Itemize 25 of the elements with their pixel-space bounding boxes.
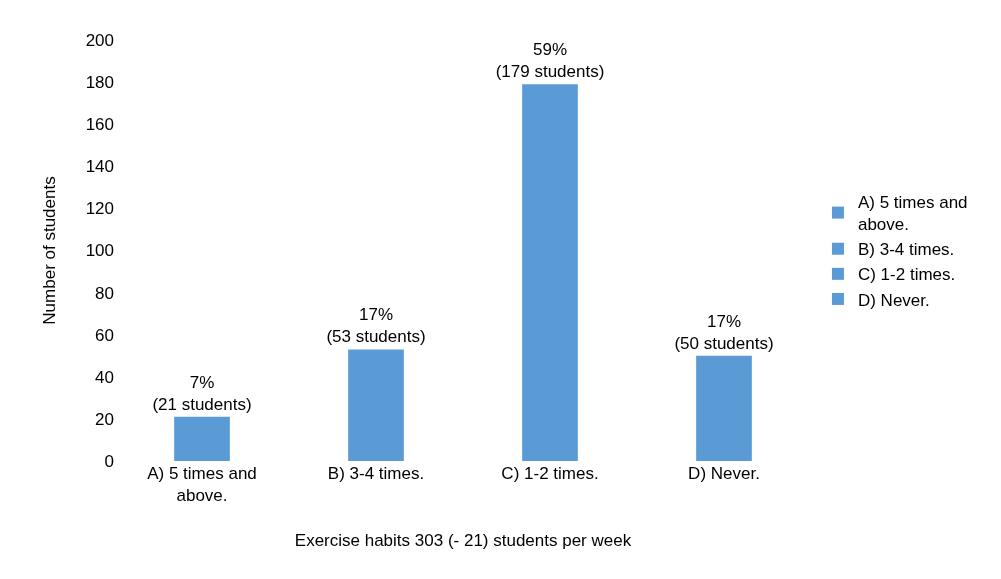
legend-label: C) 1-2 times. [857,265,956,285]
data-label: 59% (179 students) [495,40,605,82]
y-tick-label: 140 [85,157,114,177]
x-tick-label: B) 3-4 times. [327,464,425,483]
legend-label: B) 3-4 times. [857,240,955,260]
y-tick-label: 120 [85,199,114,219]
legend-label: A) 5 times and above. [857,193,968,235]
data-label: 7% (21 students) [152,372,252,414]
y-tick-label: 180 [85,73,114,93]
data-label: 17% (53 students) [326,305,426,347]
y-tick-label: 0 [104,451,114,471]
legend-label: D) Never. [857,290,930,310]
y-tick-label: 80 [95,283,114,303]
y-tick-label: 160 [85,115,114,135]
data-label: 17% (50 students) [674,311,774,353]
y-tick-label: 40 [95,367,114,387]
x-tick-label: C) 1-2 times. [501,464,599,483]
x-tick-label: D) Never. [688,464,760,483]
y-axis-title: Number of students [40,176,60,325]
y-tick-label: 100 [85,241,114,261]
y-tick-label: 60 [95,325,114,345]
x-axis-title: Exercise habits 303 (- 21) students per week [294,531,632,551]
y-tick-label: 20 [95,409,114,429]
x-tick-label: A) 5 times and above. [147,464,257,506]
y-tick-label: 200 [85,30,114,50]
